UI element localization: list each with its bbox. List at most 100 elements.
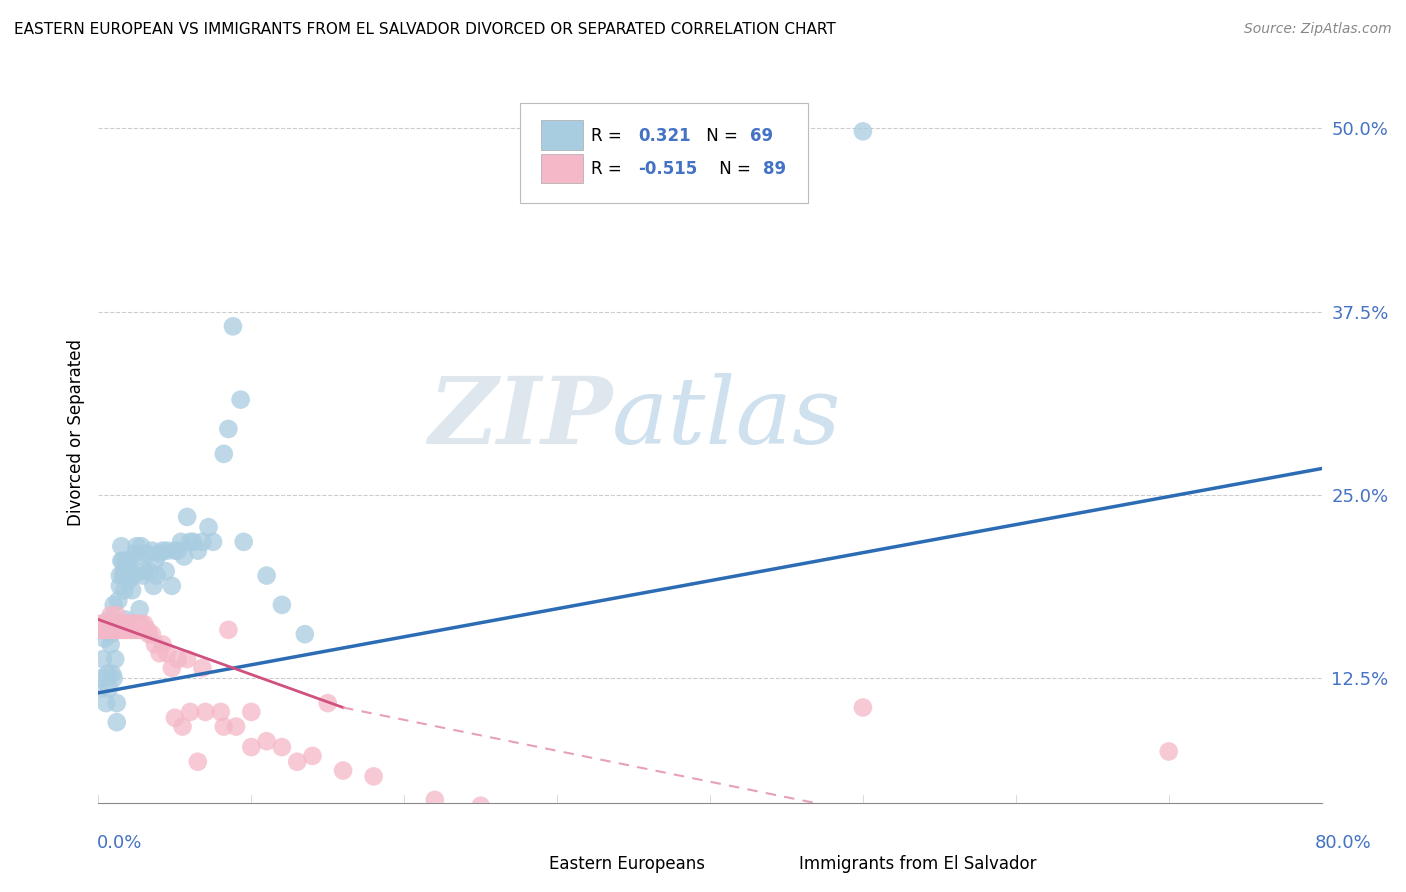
Point: [852, 700, 875, 714]
Point: [179, 534, 201, 549]
Point: [256, 734, 278, 748]
Point: [176, 652, 198, 666]
Point: [160, 579, 183, 593]
Text: ZIP: ZIP: [427, 373, 612, 463]
Point: [112, 564, 135, 578]
Point: [117, 623, 139, 637]
Point: [423, 793, 446, 807]
Point: [191, 661, 214, 675]
Point: [470, 798, 492, 813]
Point: [852, 124, 875, 138]
Point: [93, 623, 115, 637]
Point: [167, 652, 190, 666]
Point: [134, 623, 156, 637]
Text: N =: N =: [714, 161, 756, 178]
Point: [132, 568, 155, 582]
Point: [104, 652, 127, 666]
Point: [270, 740, 292, 755]
Point: [301, 748, 323, 763]
Point: [163, 711, 186, 725]
Point: [103, 598, 125, 612]
Point: [127, 616, 149, 631]
Point: [100, 608, 122, 623]
Point: [111, 616, 134, 631]
Point: [129, 623, 152, 637]
Point: [112, 623, 135, 637]
Point: [105, 608, 128, 623]
Text: 89: 89: [762, 161, 786, 178]
Point: [103, 616, 125, 631]
Y-axis label: Divorced or Separated: Divorced or Separated: [66, 339, 84, 526]
Point: [118, 554, 141, 568]
Point: [93, 632, 115, 646]
Point: [91, 652, 114, 666]
Text: -0.515: -0.515: [638, 161, 697, 178]
Point: [129, 616, 152, 631]
Point: [225, 720, 247, 734]
Text: R =: R =: [592, 127, 627, 145]
Point: [128, 602, 150, 616]
Point: [167, 543, 190, 558]
Point: [118, 573, 141, 587]
Point: [89, 616, 111, 631]
Point: [136, 547, 159, 561]
Point: [256, 568, 278, 582]
Point: [90, 616, 112, 631]
Point: [98, 623, 121, 637]
Point: [699, 828, 721, 842]
Point: [270, 598, 292, 612]
Point: [100, 637, 122, 651]
Text: Eastern Europeans: Eastern Europeans: [548, 855, 704, 873]
Point: [149, 646, 172, 660]
Point: [187, 543, 209, 558]
Point: [93, 616, 115, 631]
Point: [197, 520, 219, 534]
Point: [143, 554, 166, 568]
Text: 0.0%: 0.0%: [97, 834, 142, 852]
Text: N =: N =: [702, 127, 744, 145]
Point: [173, 549, 195, 564]
Point: [124, 547, 146, 561]
Point: [90, 623, 112, 637]
Point: [125, 616, 148, 631]
Point: [108, 568, 131, 582]
Point: [194, 705, 217, 719]
Text: 80.0%: 80.0%: [1315, 834, 1371, 852]
Point: [212, 447, 235, 461]
Point: [124, 616, 146, 631]
Point: [110, 616, 132, 631]
Point: [101, 623, 124, 637]
Point: [111, 568, 134, 582]
Point: [104, 616, 127, 631]
Point: [105, 715, 128, 730]
Point: [232, 534, 254, 549]
Point: [115, 623, 138, 637]
Point: [170, 534, 193, 549]
Point: [240, 705, 263, 719]
Point: [115, 613, 138, 627]
Text: R =: R =: [592, 161, 627, 178]
Point: [179, 705, 201, 719]
Point: [94, 696, 117, 710]
Point: [110, 623, 132, 637]
Point: [145, 568, 167, 582]
Point: [91, 616, 114, 631]
Point: [363, 769, 385, 783]
Point: [110, 554, 132, 568]
Point: [104, 623, 127, 637]
FancyBboxPatch shape: [541, 120, 583, 150]
Point: [97, 616, 120, 631]
Point: [141, 627, 163, 641]
Point: [107, 593, 129, 607]
Point: [107, 616, 129, 631]
Point: [100, 627, 122, 641]
Point: [217, 623, 239, 637]
FancyBboxPatch shape: [752, 853, 790, 875]
Point: [111, 554, 134, 568]
Point: [217, 422, 239, 436]
Point: [136, 623, 159, 637]
Point: [222, 319, 245, 334]
Point: [110, 539, 132, 553]
Point: [187, 755, 209, 769]
Point: [115, 616, 138, 631]
